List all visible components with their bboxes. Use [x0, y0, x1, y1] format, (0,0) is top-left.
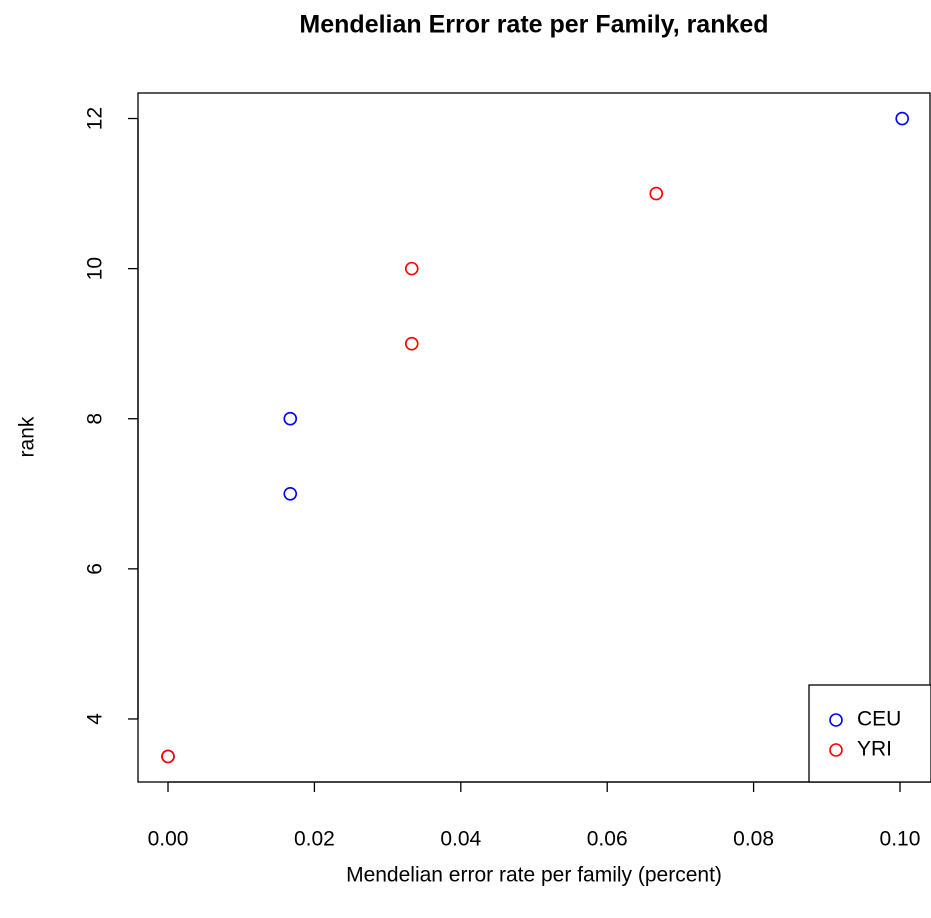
x-tick-label: 0.02	[294, 828, 335, 851]
y-tick-label: 10	[84, 257, 107, 280]
point	[161, 749, 175, 764]
y-tick-label: 6	[84, 563, 107, 575]
point	[283, 411, 298, 426]
x-tick-label: 0.00	[148, 828, 189, 851]
legend-label: YRI	[857, 738, 892, 761]
y-tick-label: 12	[84, 107, 107, 130]
point	[404, 336, 419, 351]
x-tick-label: 0.10	[880, 828, 921, 851]
x-tick-label: 0.04	[440, 828, 481, 851]
point	[649, 186, 664, 201]
x-tick-label: 0.08	[733, 828, 774, 851]
legend-box	[808, 684, 931, 783]
y-tick-label: 8	[84, 413, 107, 425]
point	[283, 486, 298, 501]
chart-title: Mendelian Error rate per Family, ranked	[299, 11, 768, 39]
point	[895, 111, 909, 126]
x-axis-label: Mendelian error rate per family (percent…	[346, 864, 722, 887]
plot-frame	[137, 92, 931, 783]
y-axis-label: rank	[16, 416, 39, 457]
legend-marker	[829, 743, 843, 757]
legend-marker	[829, 713, 843, 727]
point	[404, 261, 419, 276]
legend-label: CEU	[857, 708, 901, 731]
x-tick-label: 0.06	[587, 828, 628, 851]
y-tick-label: 4	[84, 713, 107, 725]
